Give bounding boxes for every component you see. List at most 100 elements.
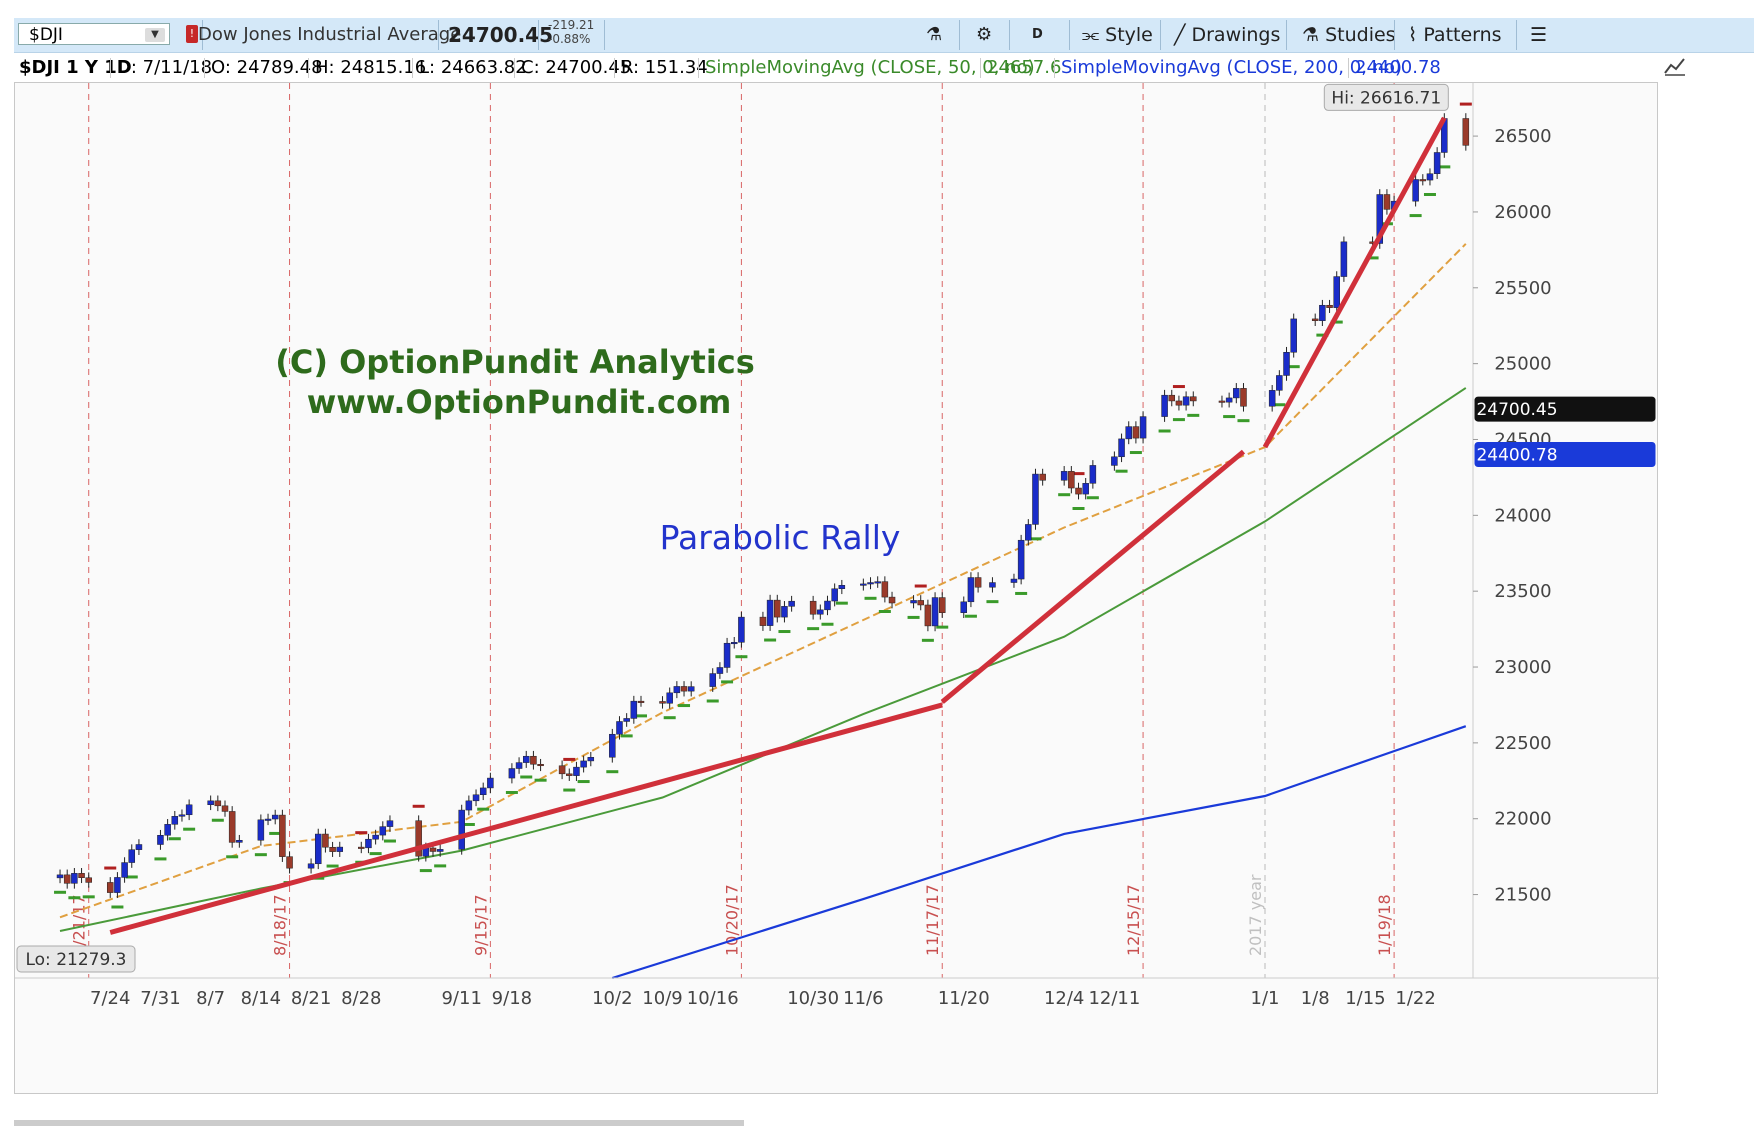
candle-body (1032, 473, 1039, 525)
chart-settings-icon[interactable] (1662, 55, 1688, 77)
price-labels: 24700.45 24400.78 Hi: 26616.71 Lo: 21279.3 (16, 83, 1656, 973)
trendline (109, 702, 943, 935)
x-tick-label: 1/1 (1251, 988, 1280, 1009)
candle-body (1125, 426, 1132, 440)
x-tick-label: 9/18 (492, 988, 532, 1009)
parabolic-rally-annotation: Parabolic Rally (660, 518, 901, 557)
lo-label-bg (16, 945, 136, 973)
candle-body (386, 820, 394, 827)
candle-body (967, 577, 975, 603)
y-tick-label: 26500 (1494, 126, 1551, 147)
patterns-button[interactable]: ⌇ Patterns (1408, 18, 1502, 52)
candle-body (1161, 394, 1168, 417)
candle-body (781, 606, 788, 618)
candle-body (487, 777, 494, 789)
hi-label-bg (1323, 83, 1449, 111)
x-tick-label: 8/21 (291, 988, 331, 1009)
flask-icon[interactable]: ⚗ (926, 24, 943, 45)
watermark-line2: www.OptionPundit.com (307, 383, 732, 421)
chart-annotations: (C) OptionPundit Analytics www.OptionPun… (275, 343, 900, 557)
toolbar-separator (1286, 20, 1287, 50)
x-tick-label: 11/6 (843, 988, 883, 1009)
y-tick-label: 25000 (1494, 354, 1551, 375)
candle-body (271, 814, 279, 820)
candle-body (616, 721, 623, 735)
x-tick-label: 10/30 (787, 988, 839, 1009)
candle-body (322, 833, 329, 848)
candle-body (1225, 397, 1233, 403)
event-line-label: 9/15/17 (471, 894, 490, 956)
last-price-tag: 24700.45 (1476, 400, 1557, 420)
x-tick-label: 1/8 (1301, 988, 1330, 1009)
candle-body (1433, 152, 1441, 174)
info-separator (614, 58, 615, 78)
candle-body (236, 840, 243, 843)
period-button[interactable]: D (1032, 27, 1043, 42)
candle-body (458, 809, 465, 850)
symbol-dropdown-icon[interactable]: ▼ (145, 28, 165, 42)
price-chart[interactable]: 7/21/17 8/18/17 9/15/17 10/20/17 11/17/17 12/… (15, 83, 1659, 1095)
info-low: L: 24663.82 (419, 57, 527, 78)
studies-button[interactable]: ⚗ Studies (1302, 18, 1396, 52)
info-separator (204, 58, 205, 78)
event-line-label: 12/15/17 (1124, 884, 1143, 956)
drawings-button[interactable]: ╱ Drawings (1174, 18, 1280, 52)
sma50-line (59, 387, 1467, 932)
candle-body (680, 686, 688, 692)
candle-body (1233, 388, 1240, 399)
axes: 2150022000225002300023500240002450025000… (15, 83, 1659, 1009)
y-tick-label: 24000 (1494, 505, 1551, 526)
candle-body (1218, 400, 1226, 403)
candle-body (709, 673, 716, 687)
candle-body (566, 773, 573, 776)
candle-body (178, 814, 186, 817)
gear-icon[interactable]: ⚙ (976, 24, 993, 45)
patterns-label: Patterns (1423, 24, 1502, 46)
candle-body (214, 800, 222, 807)
candle-body (1376, 194, 1384, 244)
horizontal-scrollbar[interactable] (14, 1120, 744, 1126)
sma200-value: 24400.78 (1355, 57, 1441, 78)
style-button[interactable]: ⫘ Style (1082, 18, 1153, 52)
symbol-input[interactable]: $DJI ▼ (18, 23, 170, 45)
candle-body (881, 581, 889, 598)
candle-body (314, 833, 322, 865)
candle-body (264, 818, 272, 821)
x-tick-label: 9/11 (441, 988, 481, 1009)
candle-body (508, 768, 516, 779)
candle-body (307, 863, 315, 869)
candle-body (759, 616, 767, 626)
candle-body (924, 604, 932, 627)
candle-body (1268, 390, 1276, 407)
candle-body (1290, 318, 1297, 353)
candle-body (472, 794, 480, 802)
toolbar-separator (1009, 20, 1010, 50)
style-label: Style (1105, 24, 1153, 46)
alert-badge-icon[interactable]: ! (186, 25, 198, 43)
candle-body (530, 755, 537, 765)
candle-body (372, 834, 379, 840)
candle-body (171, 816, 179, 825)
watermark-line1: (C) OptionPundit Analytics (275, 343, 755, 381)
price-change: -219.21 -0.88% (548, 18, 594, 46)
candle-body (874, 581, 881, 584)
candle-body (1333, 276, 1340, 308)
candle-body (1175, 400, 1183, 406)
candle-body (1462, 118, 1470, 146)
candle-body (228, 811, 236, 843)
sma-short-line (59, 243, 1467, 919)
lo-label: Lo: 21279.3 (25, 950, 126, 970)
info-separator (1348, 58, 1349, 78)
menu-icon[interactable]: ☰ (1530, 24, 1548, 46)
candles (56, 113, 1470, 898)
sma50-value: 24657.6 (987, 57, 1062, 78)
candle-body (128, 849, 136, 863)
instrument-name: Dow Jones Industrial Average (198, 24, 462, 45)
candle-body (659, 701, 666, 704)
symbol-text: $DJI (29, 25, 63, 45)
candle-body (56, 874, 64, 879)
info-close: C: 24700.45 (521, 57, 632, 78)
candle-body (860, 583, 867, 586)
chart-area[interactable]: 7/21/17 8/18/17 9/15/17 10/20/17 11/17/17 12/… (14, 82, 1659, 1095)
sma200-label: SimpleMovingAvg (CLOSE, 200, 0, no) (1061, 57, 1403, 78)
